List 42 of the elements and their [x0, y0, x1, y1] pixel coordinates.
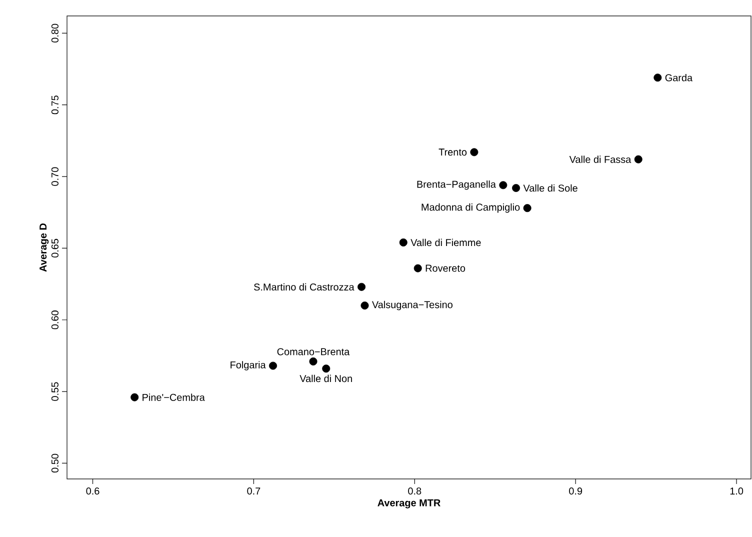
annotation: Valle di Fiemme [410, 238, 481, 246]
x-tick-label: 0.8 [408, 488, 422, 495]
annotation: Garda [665, 74, 693, 82]
annotation: Trento [438, 148, 467, 156]
point [470, 148, 478, 156]
x-axis-title: Average MTR [378, 499, 440, 508]
annotation: Comano−Brenta [277, 348, 350, 356]
y-tick-label: 0.75 [51, 96, 58, 114]
x-tick-label: 0.7 [247, 488, 260, 495]
annotation: Folgaria [230, 361, 266, 370]
point [130, 393, 139, 402]
annotation: Valle di Sole [523, 184, 578, 192]
y-tick-label: 0.65 [51, 238, 58, 258]
annotation: Madonna di Campiglio [422, 203, 520, 213]
point [654, 74, 662, 82]
point [269, 362, 278, 370]
point [399, 238, 408, 246]
point [512, 184, 520, 192]
point [309, 357, 318, 366]
point [358, 282, 366, 291]
point [360, 302, 369, 310]
annotation: Valsugana−Tesino [372, 300, 452, 310]
y-tick-label: 0.80 [51, 24, 58, 42]
annotation: Rovereto [426, 264, 466, 272]
point [322, 364, 330, 373]
annotation: Pine'−Cembra [142, 394, 205, 401]
annotation: Brenta−Paganella [417, 180, 496, 190]
y-tick-label: 0.60 [51, 310, 58, 330]
x-tick-label: 0.6 [86, 488, 100, 495]
point [634, 155, 642, 164]
y-axis-title: Average D [40, 223, 49, 272]
point [499, 181, 508, 190]
x-tick-label: 0.9 [569, 488, 582, 495]
y-tick-label: 0.50 [51, 454, 58, 473]
annotation: Valle di Fassa [569, 156, 632, 163]
annotation: S.Martino di Castrozza [254, 283, 354, 291]
x-tick-label: 1.0 [730, 488, 744, 495]
point [523, 204, 532, 212]
y-tick-label: 0.55 [51, 382, 58, 401]
annotation: Valle di Non [300, 374, 352, 382]
y-tick-label: 0.70 [51, 167, 58, 186]
point [414, 264, 422, 272]
